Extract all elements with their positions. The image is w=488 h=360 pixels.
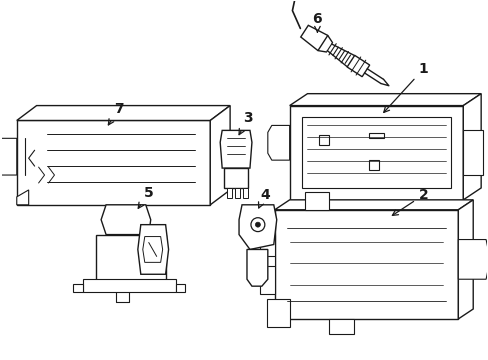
Polygon shape bbox=[274, 200, 472, 210]
Polygon shape bbox=[73, 284, 83, 292]
Polygon shape bbox=[17, 190, 29, 205]
Polygon shape bbox=[243, 188, 247, 198]
Circle shape bbox=[250, 218, 264, 231]
Polygon shape bbox=[210, 105, 230, 205]
Polygon shape bbox=[17, 121, 210, 205]
Polygon shape bbox=[220, 130, 251, 168]
Polygon shape bbox=[289, 105, 462, 200]
Polygon shape bbox=[224, 168, 247, 188]
Polygon shape bbox=[0, 138, 17, 175]
Polygon shape bbox=[101, 205, 150, 235]
Text: 1: 1 bbox=[383, 62, 427, 112]
Polygon shape bbox=[138, 225, 168, 274]
Polygon shape bbox=[462, 94, 480, 200]
Polygon shape bbox=[239, 205, 276, 249]
Text: 2: 2 bbox=[391, 188, 427, 215]
Polygon shape bbox=[259, 235, 274, 294]
Polygon shape bbox=[346, 55, 369, 77]
Text: 4: 4 bbox=[258, 188, 269, 208]
Circle shape bbox=[255, 222, 260, 227]
Polygon shape bbox=[457, 200, 472, 319]
Polygon shape bbox=[304, 192, 328, 210]
Polygon shape bbox=[319, 135, 328, 145]
Polygon shape bbox=[226, 188, 232, 198]
Polygon shape bbox=[142, 237, 163, 262]
Polygon shape bbox=[96, 235, 165, 284]
Text: 5: 5 bbox=[138, 186, 153, 208]
Polygon shape bbox=[457, 239, 488, 279]
Polygon shape bbox=[368, 160, 378, 170]
Text: 7: 7 bbox=[108, 102, 123, 125]
Polygon shape bbox=[175, 284, 185, 292]
Polygon shape bbox=[301, 117, 450, 188]
Polygon shape bbox=[266, 299, 289, 327]
Polygon shape bbox=[328, 319, 353, 334]
Polygon shape bbox=[300, 25, 327, 51]
Polygon shape bbox=[368, 133, 383, 138]
Polygon shape bbox=[289, 94, 480, 105]
Polygon shape bbox=[17, 105, 230, 121]
Text: 3: 3 bbox=[239, 112, 252, 135]
Polygon shape bbox=[246, 249, 267, 286]
Polygon shape bbox=[267, 125, 289, 160]
Polygon shape bbox=[235, 188, 240, 198]
Text: 6: 6 bbox=[312, 12, 322, 32]
Polygon shape bbox=[83, 279, 175, 292]
Polygon shape bbox=[274, 210, 457, 319]
Polygon shape bbox=[462, 130, 482, 175]
